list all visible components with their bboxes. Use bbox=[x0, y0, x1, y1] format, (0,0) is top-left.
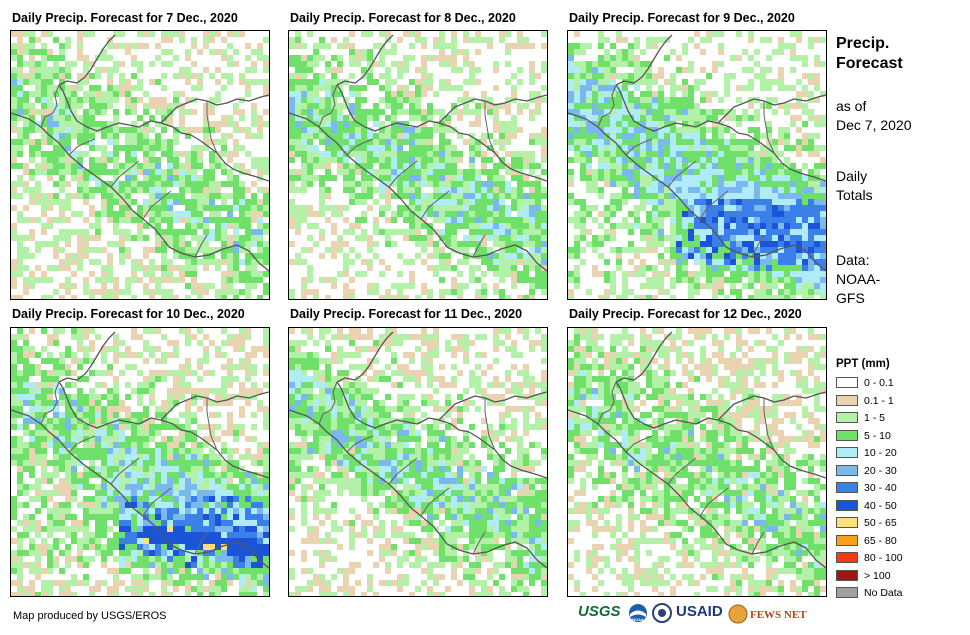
country-borders bbox=[318, 381, 486, 555]
river bbox=[206, 101, 218, 154]
legend-label: 1 - 5 bbox=[864, 412, 886, 424]
fewsnet-logo: FEWS NET bbox=[728, 603, 824, 630]
usaid-logo: USAID bbox=[676, 603, 723, 620]
legend-label: No Data bbox=[864, 587, 903, 599]
legend-label: 80 - 100 bbox=[864, 552, 903, 564]
legend-label: 5 - 10 bbox=[864, 429, 891, 442]
legend-label: 40 - 50 bbox=[864, 499, 897, 512]
forecast-map-1 bbox=[10, 30, 270, 300]
precip-cells bbox=[568, 31, 826, 299]
legend-swatch bbox=[836, 429, 858, 441]
noaa-logo: NOAA bbox=[628, 603, 648, 628]
forecast-map-3 bbox=[567, 30, 827, 300]
legend-swatch bbox=[836, 569, 858, 581]
as-of-label: as of bbox=[836, 98, 867, 114]
panel-title-4: Daily Precip. Forecast for 10 Dec., 2020 bbox=[12, 307, 245, 321]
side-title-line1: Precip. bbox=[836, 35, 890, 52]
country-borders bbox=[597, 381, 765, 555]
panel-title-2: Daily Precip. Forecast for 8 Dec., 2020 bbox=[290, 11, 516, 25]
forecast-map-6 bbox=[567, 327, 827, 597]
legend-swatch bbox=[836, 552, 858, 563]
legend-swatch bbox=[836, 464, 858, 476]
legend-label: > 100 bbox=[864, 569, 891, 582]
legend-swatch bbox=[836, 534, 858, 546]
legend-swatch bbox=[836, 587, 858, 598]
data-source-line2: NOAA- bbox=[836, 271, 881, 287]
forecast-map-5 bbox=[288, 327, 548, 597]
map-credit: Map produced by USGS/EROS bbox=[13, 610, 167, 622]
totals-line1: Daily bbox=[836, 168, 868, 184]
panel-title-3: Daily Precip. Forecast for 9 Dec., 2020 bbox=[569, 11, 795, 25]
river bbox=[763, 101, 775, 154]
legend-title: PPT (mm) bbox=[836, 358, 890, 370]
side-title-line2: Forecast bbox=[836, 55, 903, 72]
legend-label: 10 - 20 bbox=[864, 447, 897, 459]
river bbox=[484, 101, 496, 154]
river bbox=[206, 398, 218, 451]
panel-title-5: Daily Precip. Forecast for 11 Dec., 2020 bbox=[290, 307, 523, 321]
legend-swatch bbox=[836, 447, 858, 458]
precip-grid bbox=[568, 31, 826, 299]
river bbox=[763, 398, 775, 451]
legend-label: 0.1 - 1 bbox=[864, 394, 894, 407]
precip-grid bbox=[11, 31, 269, 299]
country-borders bbox=[40, 84, 208, 258]
as-of-date: Dec 7, 2020 bbox=[836, 117, 912, 133]
legend-swatch bbox=[836, 377, 858, 388]
legend-label: 0 - 0.1 bbox=[864, 377, 894, 389]
legend-swatch bbox=[836, 517, 858, 528]
precip-cells bbox=[289, 31, 547, 299]
forecast-map-4 bbox=[10, 327, 270, 597]
legend-swatch bbox=[836, 482, 858, 493]
totals-line2: Totals bbox=[836, 187, 873, 203]
legend-label: 65 - 80 bbox=[864, 534, 897, 547]
dos-seal-logo bbox=[652, 603, 672, 628]
precip-cells bbox=[289, 328, 547, 596]
panel-title-6: Daily Precip. Forecast for 12 Dec., 2020 bbox=[569, 307, 802, 321]
legend-label: 30 - 40 bbox=[864, 482, 897, 494]
country-borders bbox=[40, 381, 208, 555]
precip-grid bbox=[289, 328, 547, 596]
forecast-map-2 bbox=[288, 30, 548, 300]
precip-cells bbox=[11, 31, 269, 299]
panel-title-1: Daily Precip. Forecast for 7 Dec., 2020 bbox=[12, 11, 238, 25]
legend-swatch bbox=[836, 394, 858, 406]
precip-grid bbox=[289, 31, 547, 299]
legend-label: 50 - 65 bbox=[864, 517, 897, 529]
legend-swatch bbox=[836, 412, 858, 423]
usgs-logo: USGS bbox=[578, 603, 621, 620]
precip-cells bbox=[568, 328, 826, 596]
precip-grid bbox=[568, 328, 826, 596]
country-borders bbox=[597, 84, 765, 258]
river bbox=[484, 398, 496, 451]
precip-grid bbox=[11, 328, 269, 596]
data-source-line1: Data: bbox=[836, 252, 870, 268]
data-source-line3: GFS bbox=[836, 290, 865, 306]
legend-swatch bbox=[836, 499, 858, 511]
precip-cells bbox=[11, 328, 269, 596]
country-borders bbox=[318, 84, 486, 258]
legend-label: 20 - 30 bbox=[864, 464, 897, 477]
